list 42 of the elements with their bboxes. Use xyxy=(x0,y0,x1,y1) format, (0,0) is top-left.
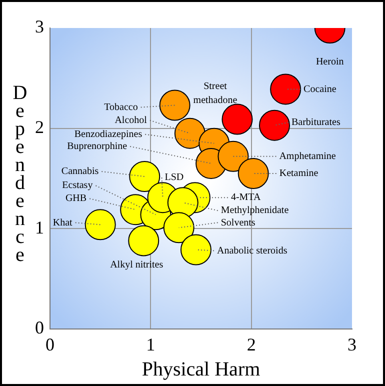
x-tick-label: 1 xyxy=(146,334,156,355)
y-tick-label: 2 xyxy=(35,117,44,138)
annotation: GHB xyxy=(65,193,87,204)
point xyxy=(180,234,212,266)
y-tick-label: 0 xyxy=(35,318,44,338)
point xyxy=(238,158,269,189)
point xyxy=(159,90,190,121)
annotation: Alkyl nitrites xyxy=(110,259,164,270)
y-axis-title: Dependence xyxy=(8,82,31,262)
point xyxy=(84,209,116,240)
annotation: Cocaine xyxy=(304,84,337,95)
point xyxy=(163,212,194,244)
point xyxy=(218,140,249,172)
annotation: Methylphenidate xyxy=(220,205,290,216)
point xyxy=(270,74,302,105)
annotation: Ketamine xyxy=(279,168,319,180)
annotation: Barbiturates xyxy=(291,116,340,128)
x-tick-label: 3 xyxy=(348,334,356,355)
point xyxy=(258,110,290,141)
annotation: LSD xyxy=(164,172,184,184)
annotation: Cannabis xyxy=(61,166,99,178)
annotation: Ecstasy xyxy=(62,180,93,192)
point xyxy=(128,225,160,256)
annotation: Khat xyxy=(52,217,73,228)
annotation: Benzodiazepines xyxy=(74,129,142,140)
annotation: Tobacco xyxy=(104,102,138,113)
point xyxy=(167,187,198,218)
x-tick-label: 2 xyxy=(246,334,256,355)
point xyxy=(222,104,253,135)
x-axis-title: Physical Harm xyxy=(142,358,261,380)
annotation: Amphetamine xyxy=(279,151,336,162)
annotation: Solvents xyxy=(220,217,256,228)
annotation: Buprenorphine xyxy=(67,141,128,152)
y-tick-label: 1 xyxy=(35,217,44,238)
point xyxy=(129,160,160,192)
annotation: 4-MTA xyxy=(230,192,262,204)
annotation: Street methadone xyxy=(193,80,238,106)
y-tick-label: 3 xyxy=(35,16,44,37)
annotation: Heroin xyxy=(316,56,344,68)
annotation: Alcohol xyxy=(114,114,148,126)
point xyxy=(174,118,206,149)
annotation: Anabolic steroids xyxy=(216,245,288,256)
